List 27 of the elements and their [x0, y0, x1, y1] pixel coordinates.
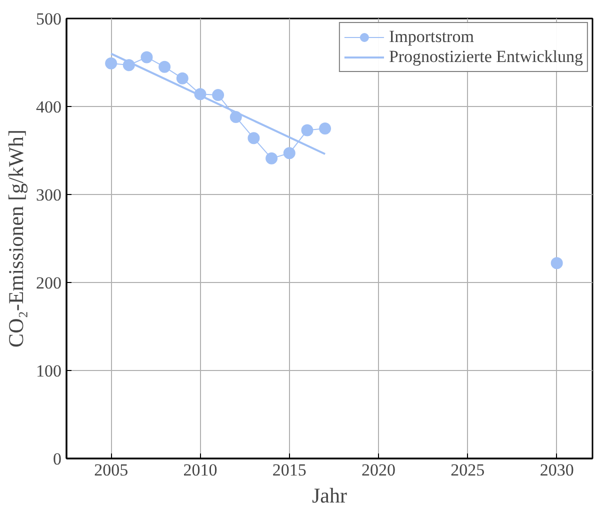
y-tick-label: 100 [36, 362, 62, 380]
point [266, 152, 278, 164]
y-tick-label: 400 [36, 98, 62, 116]
y-tick-label: 300 [36, 186, 62, 204]
x-tick-label: 2010 [183, 460, 218, 480]
x-axis-title: Jahr [312, 484, 348, 508]
y-axis-title: CO₂-Emissionen [g/kWh] [4, 130, 28, 348]
point [176, 72, 188, 84]
point [283, 147, 296, 160]
x-tick-label: 2025 [450, 460, 485, 480]
y-tick-label: 500 [36, 10, 62, 28]
point [105, 57, 118, 70]
x-tick-label: 2030 [540, 460, 574, 480]
y-tick-label: 200 [36, 274, 62, 292]
x-tick-label: 2005 [94, 460, 128, 480]
x-tick-label: 2020 [362, 460, 396, 480]
y-tick-label: 0 [53, 450, 62, 468]
legend-label: Prognostizierte Entwicklung [388, 47, 583, 67]
point [248, 132, 260, 144]
point [319, 122, 332, 134]
x-tick-label: 2015 [272, 460, 306, 480]
point [212, 89, 224, 102]
point [158, 60, 171, 73]
legend-label: Importstrom [388, 27, 474, 47]
point [550, 257, 563, 270]
point [140, 51, 153, 64]
point [301, 124, 314, 136]
